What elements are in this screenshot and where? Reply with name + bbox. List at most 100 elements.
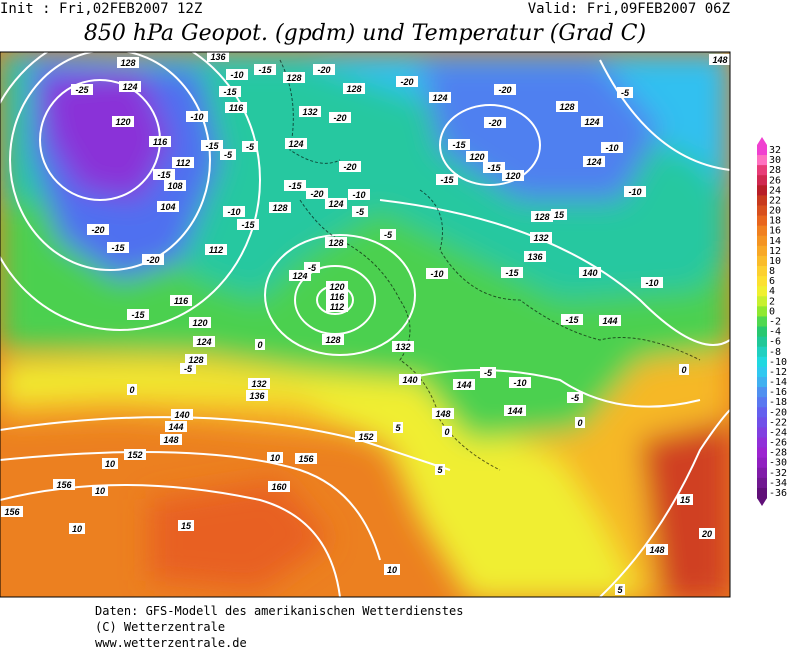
- label-bg: [325, 237, 347, 248]
- contour: [264, 234, 416, 356]
- contour-label: 156: [4, 507, 20, 517]
- label-bg: [399, 374, 421, 385]
- colorbar-label: 4: [769, 286, 775, 297]
- colorbar-label: -26: [769, 438, 787, 449]
- contour-label: -10: [352, 190, 365, 200]
- contour-label: 128: [286, 73, 301, 83]
- label-bg: [92, 485, 108, 496]
- colorbar-swatch: [757, 366, 767, 378]
- colorbar-swatch: [757, 326, 767, 338]
- contour-label: 128: [328, 238, 343, 248]
- label-bg: [501, 267, 523, 278]
- colorbar-swatch: [757, 336, 767, 348]
- contour-label: 104: [160, 202, 175, 212]
- footer-line: Daten: GFS-Modell des amerikanischen Wet…: [95, 604, 463, 618]
- colorbar-label: 10: [769, 256, 781, 267]
- label-bg: [71, 84, 93, 95]
- label-bg: [575, 417, 585, 428]
- colorbar-swatch: [757, 286, 767, 297]
- label-bg: [53, 479, 75, 490]
- contour-label: 128: [346, 84, 361, 94]
- label-bg: [269, 202, 291, 213]
- colorbar-bottom-arrow: [757, 498, 767, 507]
- contour-label: 128: [120, 58, 135, 68]
- colorbar-label: 24: [769, 185, 781, 196]
- contour: [599, 409, 730, 597]
- footer-line: www.wetterzentrale.de: [95, 636, 247, 648]
- label-bg: [160, 434, 182, 445]
- label-bg: [448, 139, 470, 150]
- colorbar-label: 2: [769, 296, 775, 307]
- label-bg: [268, 481, 290, 492]
- label-bg: [326, 281, 348, 292]
- contour-label: -25: [75, 85, 89, 95]
- label-bg: [699, 528, 715, 539]
- contour-label: 152: [358, 432, 373, 442]
- colorbar-swatch: [757, 376, 767, 388]
- colorbar-label: -20: [769, 407, 787, 418]
- colorbar-swatch: [757, 175, 767, 186]
- label-bg: [530, 232, 552, 243]
- colorbar-label: 12: [769, 246, 781, 257]
- label-bg: [617, 87, 633, 98]
- label-bg: [531, 211, 553, 222]
- label-bg: [170, 295, 192, 306]
- contour-label: -15: [131, 310, 145, 320]
- colorbar-label: -8: [769, 347, 781, 358]
- contour-label: -15: [440, 175, 454, 185]
- label-bg: [127, 384, 137, 395]
- contour-label: 136: [210, 52, 226, 62]
- contour-label: 15: [554, 210, 565, 220]
- contour-label: 128: [325, 335, 340, 345]
- contour: [399, 369, 701, 408]
- colorbar-swatch: [757, 235, 767, 247]
- contour-label: -15: [223, 87, 237, 97]
- contour-labels: 128136124-25120116112108104-20-15-201121…: [1, 52, 730, 595]
- contour-label: 10: [270, 453, 280, 463]
- contour-label: -15: [505, 268, 519, 278]
- colorbar-label: 6: [769, 276, 775, 287]
- map-title: 850 hPa Geopot. (gpdm) und Temperatur (G…: [84, 21, 646, 46]
- label-bg: [127, 309, 149, 320]
- contour-label: -20: [488, 118, 501, 128]
- contour-label: 108: [167, 181, 182, 191]
- colorbar-label: 14: [769, 236, 781, 247]
- contour-label: -5: [308, 263, 317, 273]
- label-bg: [283, 72, 305, 83]
- colorbar-label: 20: [769, 206, 781, 217]
- contour-label: 128: [534, 212, 549, 222]
- label-bg: [352, 206, 368, 217]
- label-bg: [429, 92, 451, 103]
- label-bg: [435, 464, 445, 475]
- contour-label: 116: [174, 296, 189, 306]
- contour-label: 15: [181, 521, 192, 531]
- label-bg: [107, 242, 129, 253]
- colorbar-swatch: [757, 467, 767, 479]
- colorbar-label: -30: [769, 458, 787, 469]
- contour-label: -20: [146, 255, 159, 265]
- label-bg: [69, 523, 85, 534]
- colorbar-swatch: [757, 346, 767, 358]
- contour-label: 0: [577, 418, 582, 428]
- contour-label: 128: [188, 355, 203, 365]
- contour-label: -20: [343, 162, 356, 172]
- label-bg: [466, 151, 488, 162]
- contour-label: -10: [230, 70, 243, 80]
- colorbar-swatch: [757, 407, 767, 418]
- map-frame: [0, 51, 731, 598]
- colorbar-label: -2: [769, 317, 781, 328]
- label-bg: [326, 291, 348, 302]
- contour-label: 124: [586, 157, 601, 167]
- label-bg: [246, 390, 268, 401]
- colorbar-swatch: [757, 276, 767, 287]
- label-bg: [313, 64, 335, 75]
- contour-label: 132: [251, 379, 266, 389]
- contour-label: -15: [157, 170, 171, 180]
- label-bg: [299, 106, 321, 117]
- contour-label: -15: [565, 315, 579, 325]
- label-bg: [242, 141, 258, 152]
- contour-label: 0: [681, 365, 686, 375]
- colorbar-label: -12: [769, 367, 787, 378]
- contour: [0, 52, 261, 331]
- label-bg: [289, 270, 311, 281]
